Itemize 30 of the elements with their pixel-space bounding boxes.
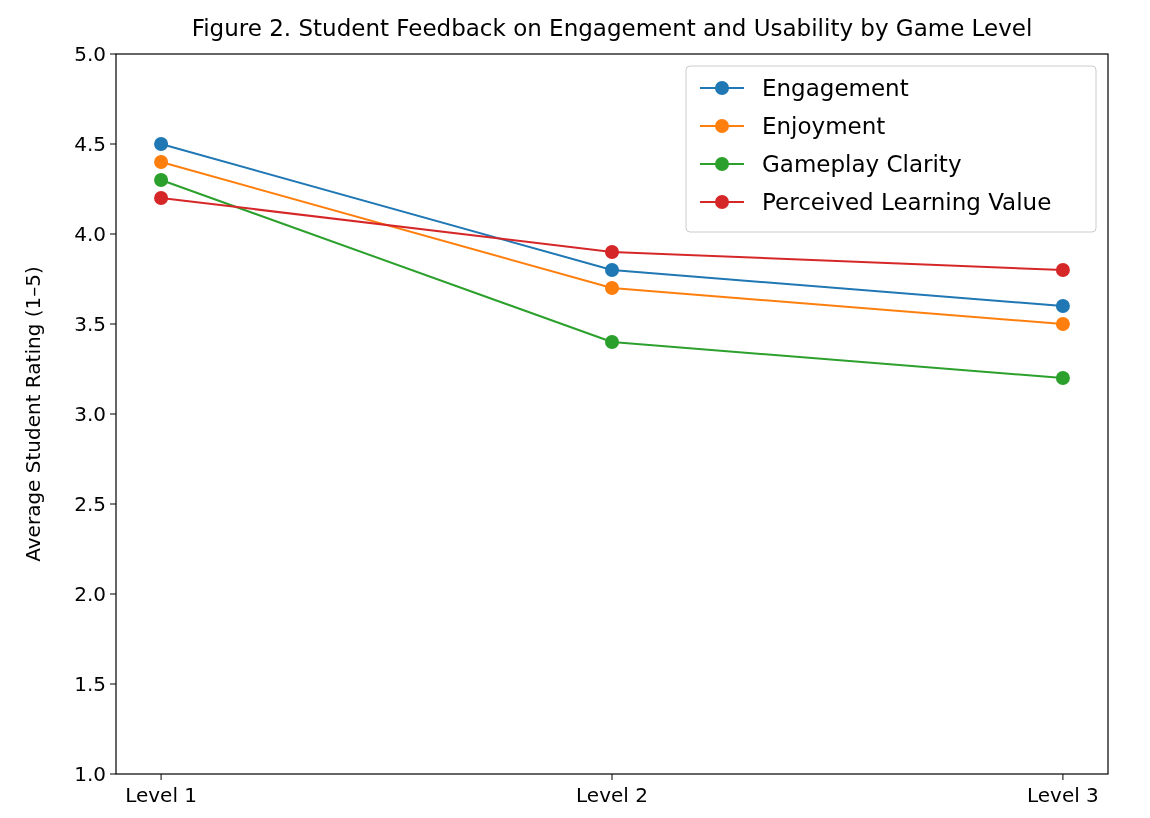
y-tick-label: 2.0 — [74, 582, 106, 606]
point — [605, 335, 619, 349]
y-tick-label: 4.0 — [74, 222, 106, 246]
point — [1055, 317, 1070, 331]
point — [154, 191, 169, 205]
point — [1055, 299, 1070, 313]
chart-title: Figure 2. Student Feedback on Engagement and Usability by Game Level — [191, 15, 1033, 41]
legend-label: Enjoyment — [762, 113, 886, 140]
y-tick-label: 3.5 — [74, 312, 106, 336]
y-tick-label: 1.5 — [74, 672, 106, 696]
x-tick-label: Level 1 — [125, 783, 198, 807]
legend-label: Engagement — [762, 75, 909, 102]
point — [154, 173, 169, 187]
y-tick-label: 5.0 — [74, 42, 106, 66]
y-tick-label: 2.5 — [74, 492, 106, 516]
point — [605, 281, 619, 295]
point — [605, 263, 619, 277]
point — [154, 155, 169, 169]
legend-label: Perceived Learning Value — [762, 189, 1052, 216]
y-tick-label: 4.5 — [74, 132, 106, 156]
point — [1055, 371, 1070, 385]
point — [605, 245, 619, 259]
point — [1055, 263, 1070, 277]
legend-label: Gameplay Clarity — [762, 151, 962, 178]
x-tick-label: Level 2 — [576, 783, 648, 807]
point — [154, 137, 169, 151]
y-tick-label: 1.0 — [74, 762, 106, 786]
y-axis-title: Average Student Rating (1–5) — [21, 266, 45, 562]
y-tick-label: 3.0 — [74, 402, 106, 426]
x-tick-label: Level 3 — [1026, 783, 1099, 807]
